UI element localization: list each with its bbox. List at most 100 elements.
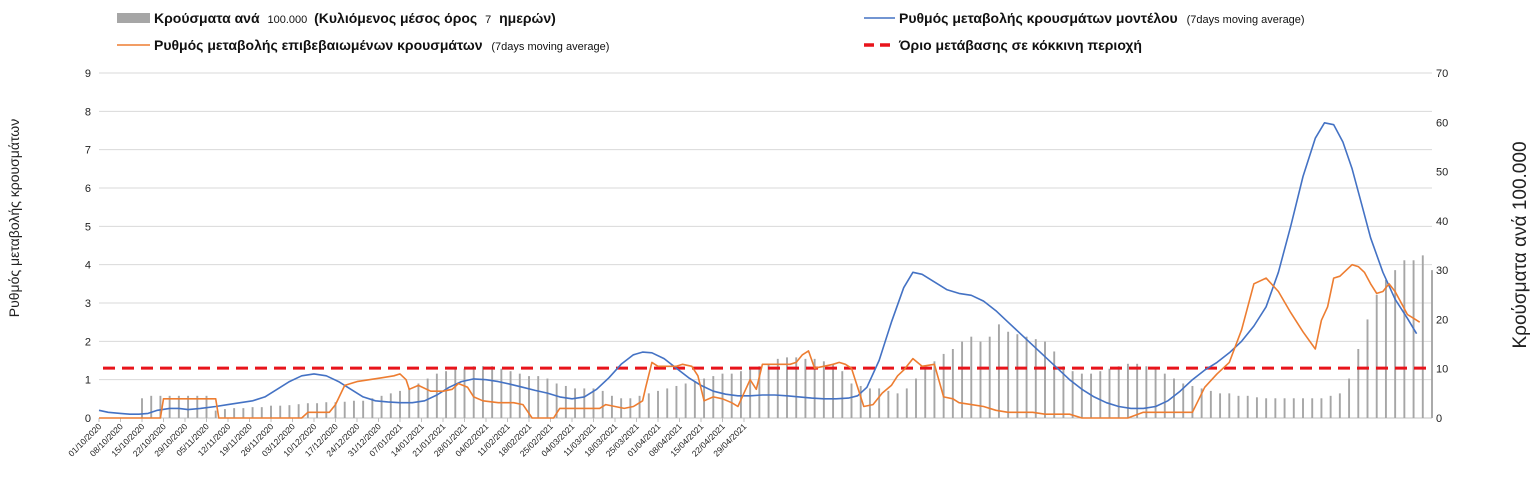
y-tick-label-left: 4 (85, 260, 91, 272)
bar (150, 395, 153, 418)
bar (1265, 398, 1268, 418)
bar (270, 405, 272, 418)
bar (196, 395, 199, 418)
bar (1246, 395, 1249, 418)
bar (1034, 339, 1037, 418)
legend-label-model-small: (7days moving average) (1187, 14, 1305, 26)
bar (1182, 383, 1185, 418)
bar (693, 381, 696, 418)
bar (1044, 341, 1046, 418)
bar (813, 358, 816, 418)
y-tick-label-right: 50 (1436, 167, 1448, 179)
bar (1117, 366, 1120, 418)
y-tick-label-right: 20 (1436, 314, 1448, 326)
bar (389, 393, 392, 418)
bar (445, 371, 448, 418)
bar (1302, 398, 1304, 418)
y-axis-title-left: Ρυθμός μεταβολής κρουσμάτων (6, 119, 22, 317)
bar (887, 390, 890, 418)
bar (1394, 270, 1397, 418)
y-axis-title-right: Κρούσματα ανά 100.000 (1510, 141, 1531, 348)
bar (1329, 395, 1332, 418)
bar (841, 371, 844, 418)
bar (721, 373, 724, 418)
bar (399, 390, 401, 418)
legend-label-bars-3: ημερών) (499, 10, 556, 26)
bar (758, 366, 761, 418)
bar (564, 385, 567, 418)
legend-swatch-bars (117, 13, 150, 23)
legend-item-bars: Κρούσματα ανά 100.000 (Κυλιόμενος μέσος … (117, 10, 556, 26)
bar (509, 371, 512, 418)
bar (822, 361, 825, 418)
bar (970, 336, 973, 418)
y-tick-label-left: 2 (85, 336, 91, 348)
bar (979, 341, 982, 418)
svg-text:Ρυθμός μεταβολής κρουσμάτων μο: Ρυθμός μεταβολής κρουσμάτων μοντέλου (7d… (899, 10, 1305, 26)
y-tick-label-right: 60 (1436, 117, 1448, 129)
bar (629, 398, 632, 418)
bar (417, 383, 420, 418)
bar (141, 398, 143, 418)
bar (657, 390, 659, 418)
bar (1007, 331, 1010, 418)
bar (260, 407, 263, 418)
bar (675, 385, 678, 418)
bar (951, 349, 954, 418)
bar (528, 376, 530, 418)
bar (1071, 371, 1074, 418)
bar (924, 368, 927, 418)
legend: Κρούσματα ανά 100.000 (Κυλιόμενος μέσος … (117, 10, 1305, 53)
bar (1209, 390, 1212, 418)
bar (481, 366, 484, 418)
bar (749, 368, 752, 418)
bar (426, 378, 429, 418)
bar (537, 376, 540, 418)
y-tick-label-left: 8 (85, 106, 91, 118)
gridlines (99, 72, 1432, 419)
bar (371, 398, 374, 418)
bar (583, 388, 586, 418)
bar (223, 409, 226, 418)
confirmed-rate-line (99, 263, 1421, 419)
bar (878, 388, 881, 418)
y-tick-label-right: 0 (1436, 413, 1442, 425)
bar (306, 403, 309, 418)
bar (1219, 393, 1222, 418)
bar (1136, 363, 1139, 418)
bar (380, 395, 383, 418)
bar (1126, 363, 1129, 418)
legend-item-model: Ρυθμός μεταβολής κρουσμάτων μοντέλου (7d… (864, 10, 1305, 26)
bar (1173, 378, 1175, 418)
bar (1274, 398, 1277, 418)
bar (1200, 388, 1203, 418)
legend-item-confirmed: Ρυθμός μεταβολής επιβεβαιωμένων κρουσμάτ… (117, 37, 609, 53)
bar (334, 402, 337, 418)
bar (555, 383, 558, 418)
bar (859, 385, 862, 418)
y-tick-label-left: 0 (85, 413, 91, 425)
y-axis-right: 0 10 20 30 40 50 60 70 (1436, 68, 1448, 425)
legend-item-threshold: Όριο μετάβασης σε κόκκινη περιοχή (864, 37, 1142, 53)
bar (804, 358, 807, 418)
svg-text:Ρυθμός μεταβολής επιβεβαιωμένω: Ρυθμός μεταβολής επιβεβαιωμένων κρουσμάτ… (154, 37, 609, 53)
bar (1062, 366, 1065, 418)
bar (500, 368, 503, 418)
bar (896, 393, 899, 418)
bar (1375, 294, 1378, 418)
bar (1292, 398, 1295, 418)
bar (1311, 398, 1314, 418)
bar (610, 395, 613, 418)
bar (1320, 398, 1323, 418)
bar (1080, 373, 1083, 418)
bar (325, 402, 328, 418)
bar (288, 405, 291, 418)
bar (850, 383, 853, 418)
bar (868, 388, 871, 418)
bar (518, 373, 521, 418)
bar (1053, 351, 1056, 418)
legend-label-confirmed-small: (7days moving average) (491, 41, 609, 53)
y-tick-label-right: 40 (1436, 216, 1448, 228)
bar (343, 401, 346, 418)
bar (942, 353, 945, 418)
